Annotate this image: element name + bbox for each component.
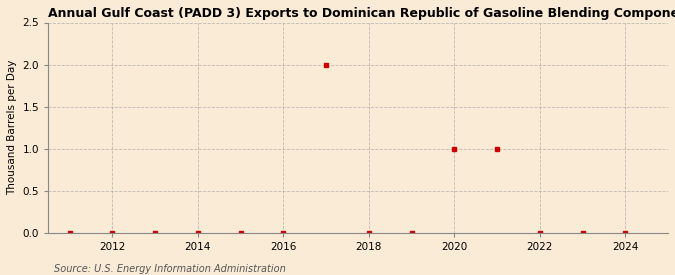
Y-axis label: Thousand Barrels per Day: Thousand Barrels per Day	[7, 60, 17, 195]
Text: Source: U.S. Energy Information Administration: Source: U.S. Energy Information Administ…	[54, 264, 286, 274]
Text: Annual Gulf Coast (PADD 3) Exports to Dominican Republic of Gasoline Blending Co: Annual Gulf Coast (PADD 3) Exports to Do…	[48, 7, 675, 20]
